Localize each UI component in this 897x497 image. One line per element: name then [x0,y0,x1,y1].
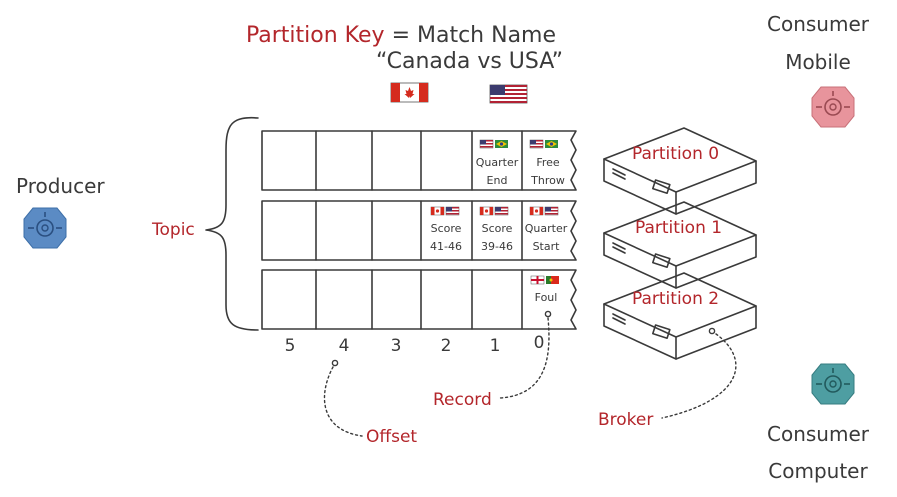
partition-box-0: Partition 0 [603,127,757,215]
consumer-computer-label-1: Consumer [767,422,870,446]
england-flag-icon [530,275,545,285]
producer-label: Producer [16,174,105,198]
producer-icon [23,207,67,249]
partition-box-1: Partition 1 [603,201,757,289]
partition-box-label: Partition 1 [635,218,722,238]
offset-marker [331,359,339,367]
match-title: “Canada vs USA” [376,49,563,74]
record-row0-offset0: Free Throw [529,139,565,187]
record-label: Start [533,240,561,253]
offset-number: 1 [490,336,501,356]
record-label: Free [536,156,560,169]
brazil-flag-icon [545,140,558,148]
offset-number: 5 [285,336,296,356]
usa-flag-icon [494,206,509,216]
usa-flag-icon [489,84,528,104]
partition-box-label: Partition 0 [632,144,719,164]
record-row1-offset1: Score 39-46 [479,206,513,253]
record-label: End [487,174,508,187]
usa-flag-icon [529,139,544,149]
record-label: Quarter [476,156,519,169]
canada-flag-icon [529,206,544,216]
partition-row-1 [261,200,577,261]
record-label: Foul [535,291,558,304]
offset-axis: 5 4 3 2 1 0 [285,333,545,356]
consumer-computer-icon [811,363,855,405]
record-row1-offset0: Quarter Start [525,206,568,253]
record-marker [544,310,552,318]
consumer-computer-label-2: Computer [768,459,868,483]
broker-marker [708,327,716,335]
record-label: Quarter [525,222,568,235]
canada-flag-icon [390,82,429,103]
usa-flag-icon [479,139,494,149]
brazil-flag-icon [495,140,508,148]
partition-box-label: Partition 2 [632,289,719,309]
record-annotation: Record [433,390,492,410]
consumer-mobile-label-2: Mobile [785,50,851,74]
consumer-mobile-icon [811,86,855,128]
partition-row-2 [261,269,577,330]
canada-flag-icon [430,206,445,216]
offset-number: 2 [441,336,452,356]
consumer-mobile-label-1: Consumer [767,12,870,36]
canada-flag-icon [479,206,494,216]
record-row2-offset0: Foul [530,275,559,304]
usa-flag-icon [445,206,460,216]
record-leader [499,317,550,399]
record-row0-offset1: Quarter End [476,139,519,187]
partition-row-0 [261,130,577,191]
broker-leader [661,333,737,419]
partition-box-2: Partition 2 [603,272,757,360]
partition-key-label: Partition Key [246,23,385,48]
broker-annotation: Broker [598,410,653,430]
record-label: Throw [530,174,565,187]
record-label: 39-46 [481,240,513,253]
record-label: Score [482,222,513,235]
record-row1-offset2: Score 41-46 [430,206,462,253]
svg-text:Partition Key = Match Name: Partition Key = Match Name [246,23,556,48]
topic-brace [205,116,259,331]
topic-label: Topic [151,220,195,240]
match-name-label: = Match Name [385,23,556,48]
record-label: Score [431,222,462,235]
offset-number: 0 [534,333,545,353]
portugal-flag-icon [546,276,559,284]
usa-flag-icon [544,206,559,216]
offset-annotation: Offset [366,427,417,447]
offset-leader [323,366,363,437]
offset-number: 3 [391,336,402,356]
offset-number: 4 [339,336,350,356]
record-label: 41-46 [430,240,462,253]
